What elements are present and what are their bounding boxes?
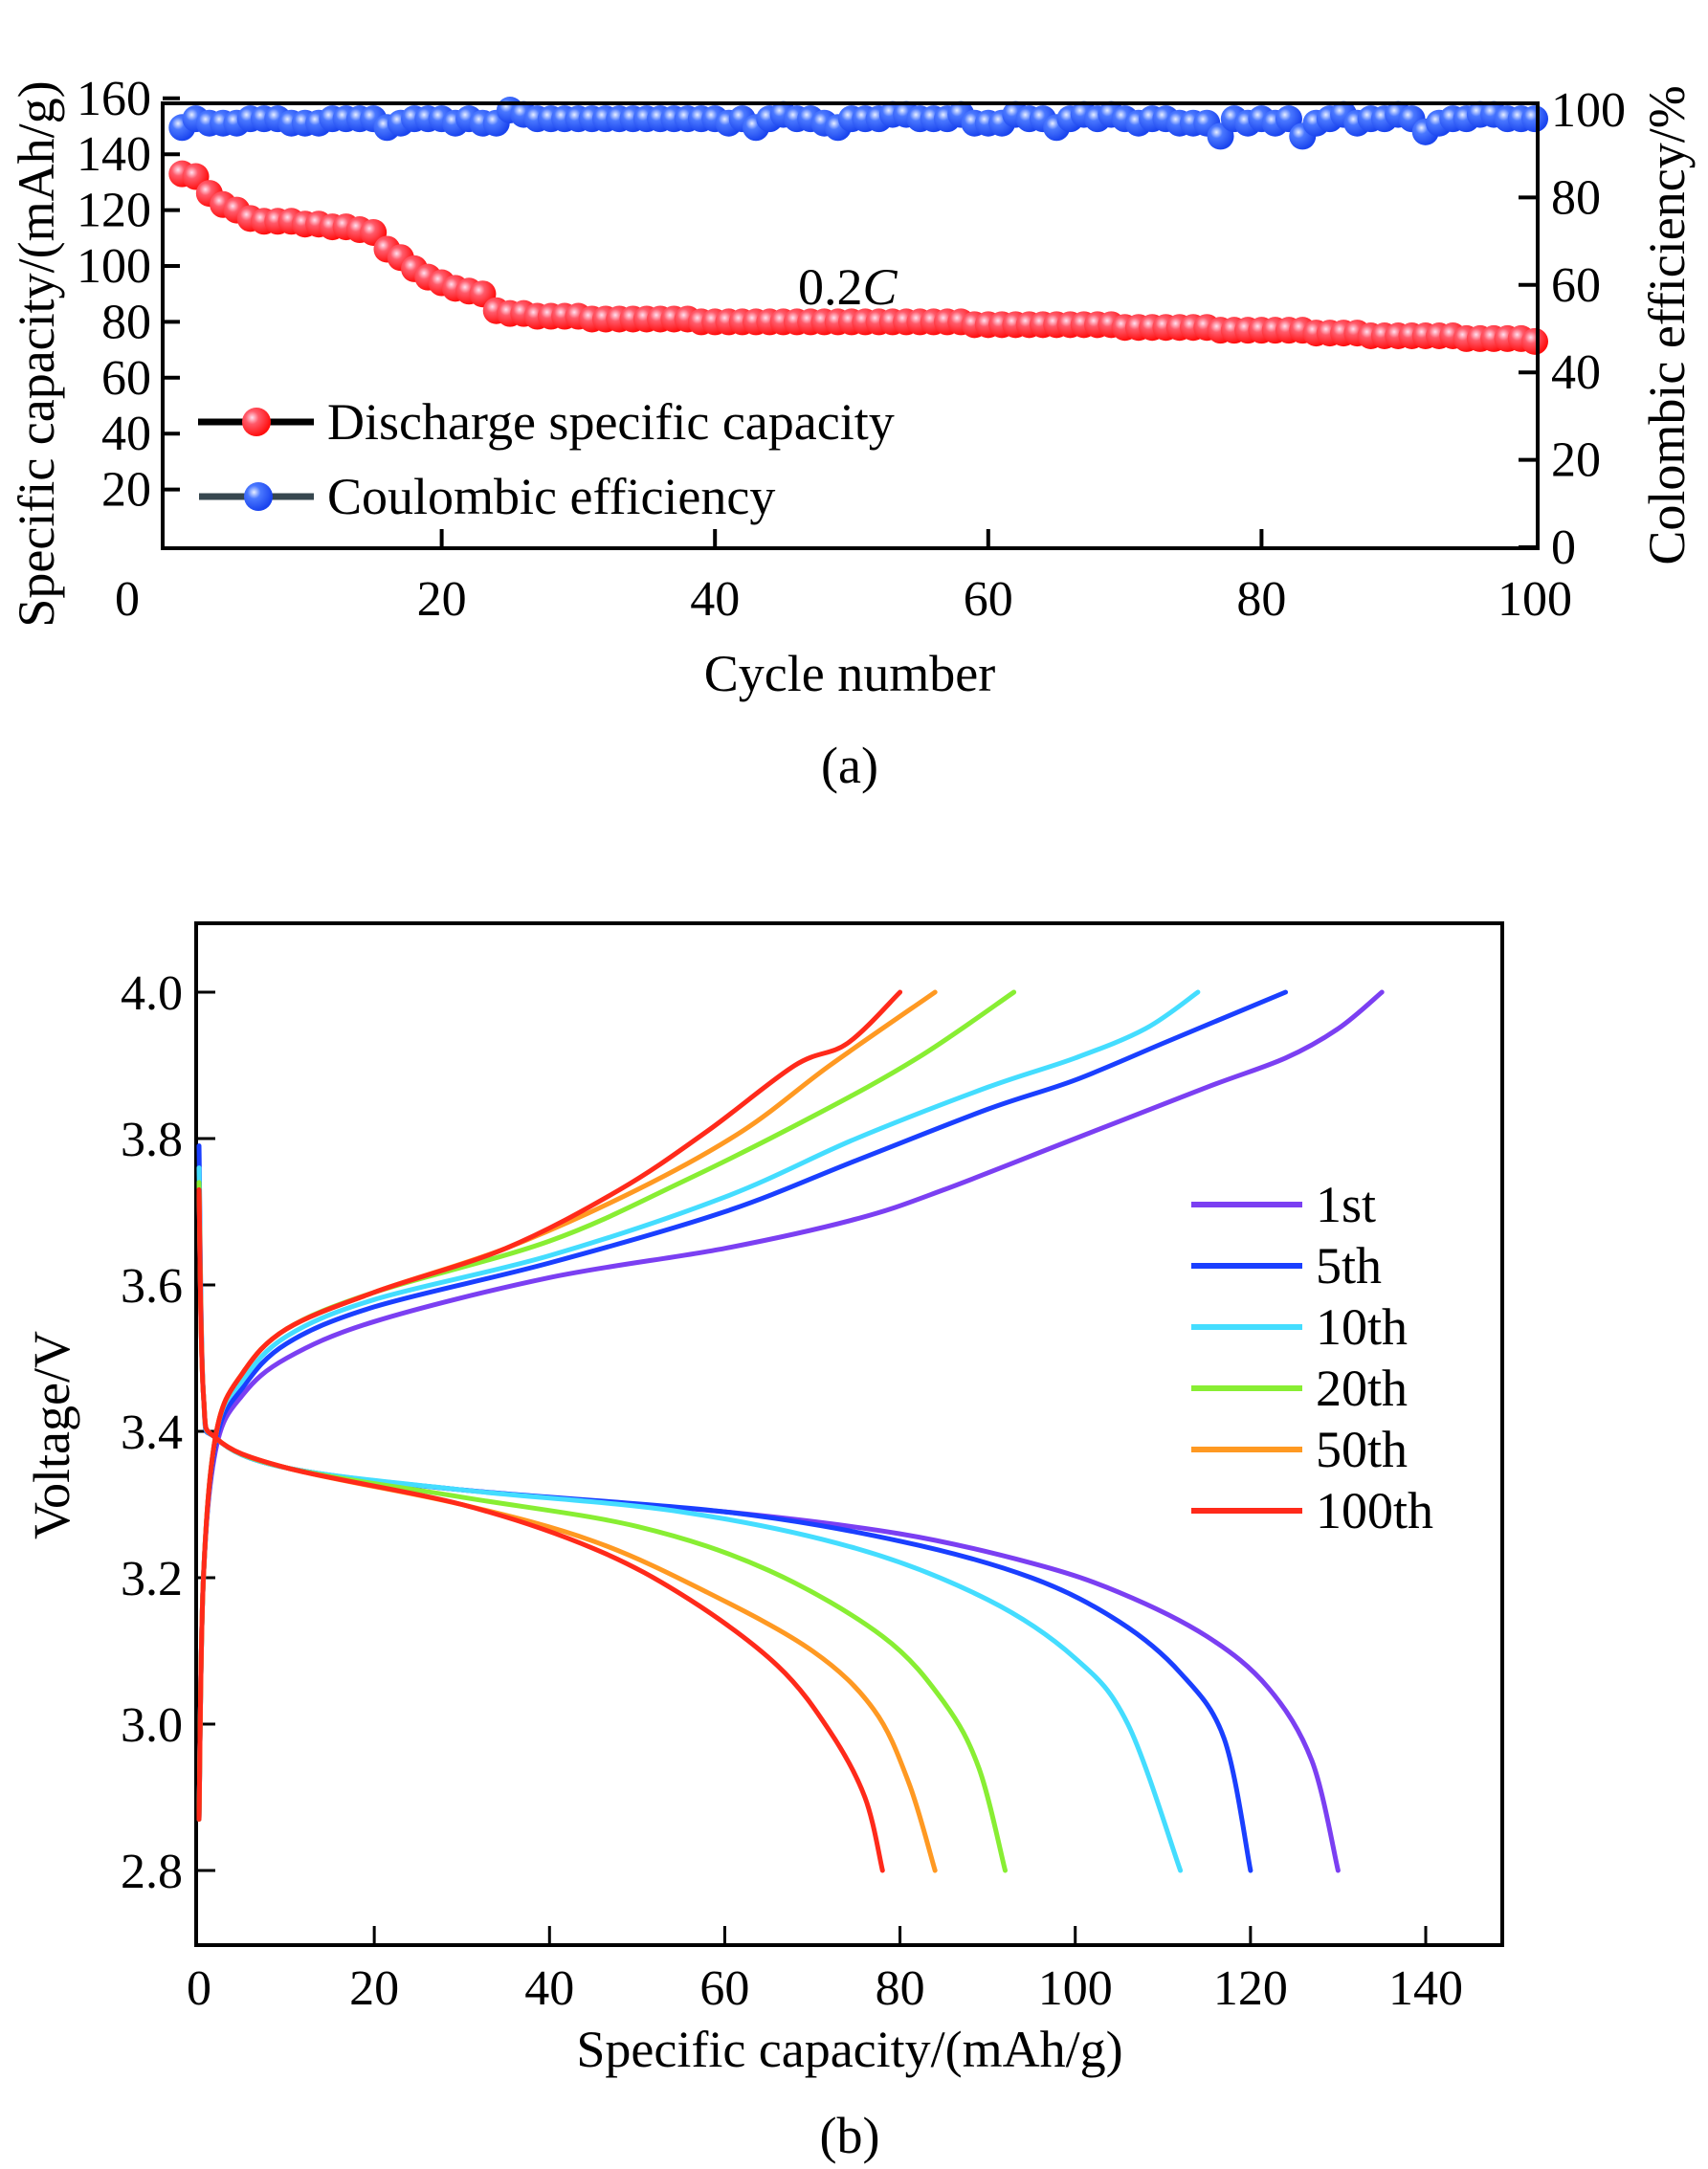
y-tick-label: 3.6 bbox=[121, 1259, 183, 1314]
discharge-curve-50th bbox=[196, 1187, 938, 1873]
chart-a-x-axis-title: Cycle number bbox=[704, 645, 995, 702]
x-tick-label: 40 bbox=[690, 572, 740, 627]
y-tick-label: 80 bbox=[101, 295, 151, 349]
chart-b-y-axis-title: Voltage/V bbox=[23, 1331, 80, 1539]
x-tick-label: 0 bbox=[187, 1961, 211, 2016]
y2-tick-label: 20 bbox=[1551, 433, 1601, 488]
panel-label-b: (b) bbox=[820, 2107, 880, 2164]
discharge-curve-5th bbox=[196, 1143, 1253, 1873]
coulombic-point bbox=[1521, 105, 1548, 133]
x-tick-label: 100 bbox=[1038, 1961, 1113, 2016]
discharge-curve-100th bbox=[196, 1187, 885, 1873]
charge-curve-100th bbox=[196, 989, 903, 1822]
y2-tick-label: 100 bbox=[1551, 83, 1626, 138]
chart-a-legend: Discharge specific capacity Coulombic ef… bbox=[198, 393, 895, 525]
y-tick-label: 2.8 bbox=[121, 1845, 183, 1899]
series-coulombic-efficiency bbox=[168, 97, 1548, 150]
x-tick-label: 60 bbox=[699, 1961, 749, 2016]
legend-label-50th: 50th bbox=[1316, 1421, 1408, 1478]
chart-a-y2-axis-title: Colombic efficiency/% bbox=[1638, 85, 1696, 564]
legend-label-coulombic: Coulombic efficiency bbox=[327, 468, 775, 525]
x-tick-label: 60 bbox=[964, 572, 1013, 627]
y-tick-label: 3.4 bbox=[121, 1405, 183, 1460]
y-tick-label: 40 bbox=[101, 407, 151, 461]
chart-b-x-axis-title: Specific capacity/(mAh/g) bbox=[576, 2021, 1122, 2078]
y-tick-label: 140 bbox=[77, 127, 151, 182]
discharge-curve-10th bbox=[196, 1165, 1184, 1873]
discharge-point bbox=[1521, 327, 1548, 355]
chart-b-frame bbox=[194, 921, 1504, 1947]
x-tick-label: 20 bbox=[417, 572, 467, 627]
y-tick-label: 4.0 bbox=[121, 966, 183, 1021]
legend-label-100th: 100th bbox=[1316, 1482, 1433, 1539]
y-tick-label: 3.8 bbox=[121, 1113, 183, 1167]
y-tick-label: 20 bbox=[101, 463, 151, 518]
x-tick-label: 0 bbox=[115, 572, 140, 627]
y2-tick-label: 80 bbox=[1551, 170, 1601, 225]
legend-marker-discharge bbox=[242, 408, 271, 436]
x-tick-label: 140 bbox=[1388, 1961, 1463, 2016]
panel-label-a: (a) bbox=[821, 737, 878, 794]
charge-curve-50th bbox=[196, 989, 938, 1822]
legend-label-20th: 20th bbox=[1316, 1360, 1408, 1417]
discharge-curve-20th bbox=[196, 1180, 1008, 1873]
charge-curve-20th bbox=[196, 989, 1017, 1822]
y2-tick-label: 40 bbox=[1551, 345, 1601, 400]
series-discharge-capacity bbox=[168, 160, 1548, 355]
x-tick-label: 100 bbox=[1497, 572, 1572, 627]
chart-b-tick-labels: 2.8 3.0 3.2 3.4 3.6 3.8 4.0 0 20 40 60 80 100 120 140 bbox=[121, 966, 1463, 2016]
legend-marker-coulombic bbox=[244, 482, 273, 511]
x-tick-label: 40 bbox=[524, 1961, 574, 2016]
charge-curve-5th bbox=[196, 989, 1288, 1822]
y-tick-label: 3.0 bbox=[121, 1698, 183, 1753]
y-tick-label: 160 bbox=[77, 72, 151, 126]
chart-a-y-axis-title: Specific capacity/(mAh/g) bbox=[8, 80, 65, 627]
chart-a-frame bbox=[161, 101, 1540, 550]
y2-tick-label: 60 bbox=[1551, 258, 1601, 313]
y-tick-label: 60 bbox=[101, 351, 151, 406]
legend-label-discharge: Discharge specific capacity bbox=[327, 393, 895, 451]
charge-curve-1st bbox=[196, 989, 1385, 1822]
charge-curve-10th bbox=[196, 989, 1201, 1822]
x-tick-label: 80 bbox=[1236, 572, 1286, 627]
legend-label-10th: 10th bbox=[1316, 1298, 1408, 1356]
chart-b-curves bbox=[196, 989, 1385, 1873]
x-tick-label: 120 bbox=[1213, 1961, 1288, 2016]
x-tick-label: 20 bbox=[349, 1961, 399, 2016]
legend-label-5th: 5th bbox=[1316, 1237, 1382, 1295]
rate-annotation: 0.2C bbox=[798, 258, 898, 316]
y-tick-label: 100 bbox=[77, 239, 151, 294]
chart-b-ticks bbox=[196, 990, 1428, 1945]
y2-tick-label: 0 bbox=[1551, 520, 1576, 575]
y-tick-label: 3.2 bbox=[121, 1552, 183, 1606]
x-tick-label: 80 bbox=[876, 1961, 925, 2016]
y-tick-label: 120 bbox=[77, 184, 151, 238]
chart-b: 2.83.03.23.43.63.84.00 20 40 60 80 100 120 140 … bbox=[23, 921, 1504, 2164]
legend-label-1st: 1st bbox=[1316, 1176, 1376, 1233]
